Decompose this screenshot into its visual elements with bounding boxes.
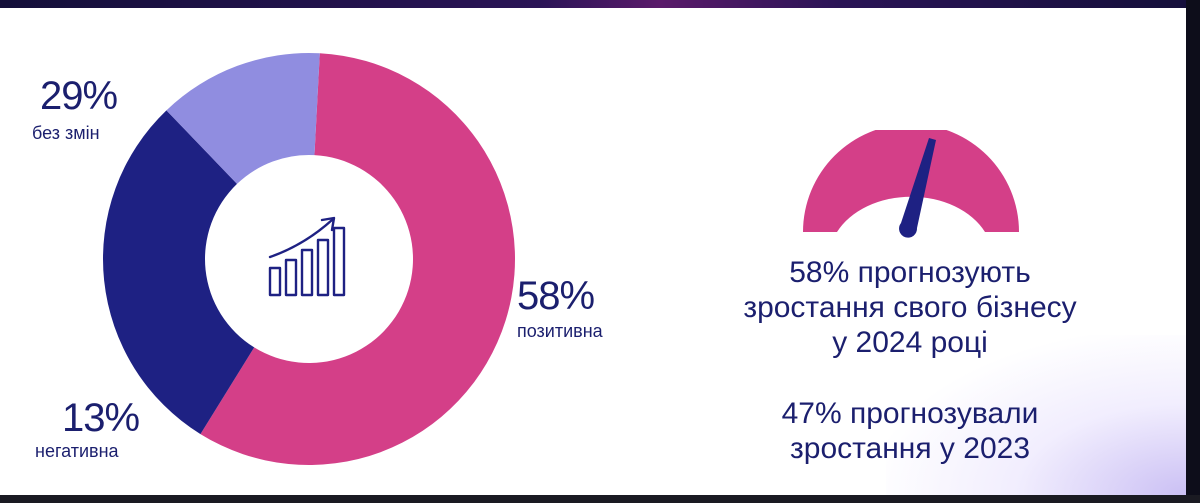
positive-caption: позитивна [517, 321, 603, 341]
forecast-line-3: у 2024 році [832, 326, 988, 359]
donut-slice-0 [200, 53, 515, 465]
window-right-edge [1186, 0, 1200, 503]
gauge-arc [803, 130, 1019, 232]
forecast-line-5: зростання у 2023 [790, 432, 1030, 465]
forecast-line-4: 47% прогнозували [781, 397, 1039, 430]
unchanged-caption: без змін [32, 123, 100, 143]
growth-bars-icon [268, 216, 346, 297]
donut-slice-2 [166, 52, 320, 184]
donut-slices [103, 52, 515, 465]
positive-percent: 58% [517, 274, 595, 318]
gauge-needle [899, 138, 936, 238]
forecast-line-2: зростання свого бізнесу [743, 291, 1077, 324]
top-banner-strip [0, 0, 1200, 8]
forecast-2024: 58% прогнозують зростання свого бізнесу … [660, 255, 1160, 360]
window-bottom-edge [0, 495, 1200, 503]
donut-chart [103, 52, 515, 465]
unchanged-percent: 29% [40, 74, 118, 118]
donut-slice-1 [103, 110, 255, 435]
negative-caption: негативна [35, 441, 119, 461]
gauge-icon [803, 130, 1019, 238]
forecast-2023: 47% прогнозували зростання у 2023 [660, 396, 1160, 466]
negative-percent: 13% [62, 396, 140, 440]
corner-glow [886, 335, 1186, 495]
forecast-line-1: 58% прогнозують [789, 256, 1031, 289]
